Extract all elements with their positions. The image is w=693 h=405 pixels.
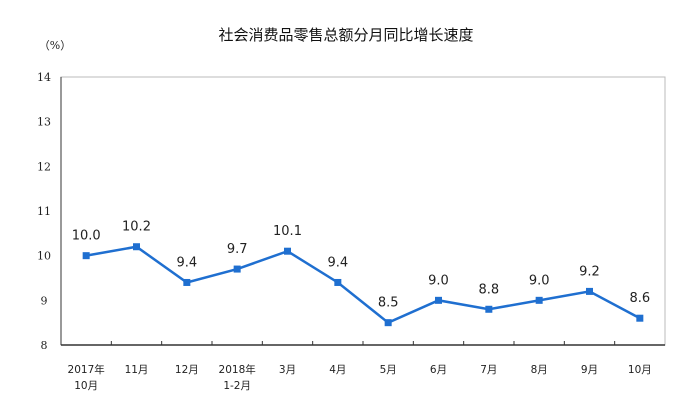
y-axis-unit: （%）: [39, 39, 71, 52]
data-label: 9.2: [579, 264, 600, 279]
data-label: 9.7: [227, 242, 248, 257]
x-tick-label: 7月: [480, 364, 497, 376]
data-label: 8.8: [478, 282, 499, 297]
y-tick-label: 12: [37, 160, 51, 173]
data-label: 10.0: [72, 229, 101, 244]
data-point: [535, 296, 543, 304]
data-label: 9.0: [529, 273, 550, 288]
data-label: 9.0: [428, 273, 449, 288]
x-tick-label: 12月: [175, 364, 199, 376]
data-label: 8.5: [378, 296, 399, 311]
x-tick-label: 4月: [329, 364, 346, 376]
x-tick-label: 1-2月: [223, 380, 251, 392]
x-tick-label: 11月: [125, 364, 149, 376]
chart-title: 社会消费品零售总额分月同比增长速度: [218, 26, 473, 44]
plot-area: [60, 76, 666, 346]
y-tick-label: 11: [37, 205, 51, 218]
data-point: [485, 305, 493, 313]
data-point: [233, 265, 241, 273]
data-label: 9.4: [176, 255, 197, 270]
x-tick-label: 10月: [628, 364, 652, 376]
y-tick-label: 13: [37, 116, 51, 129]
data-point: [82, 252, 90, 260]
x-tick-label: 2017年: [68, 363, 105, 376]
x-tick-label: 2018年: [219, 363, 256, 376]
data-point: [284, 247, 291, 255]
y-tick-label: 8: [41, 339, 48, 352]
x-tick-label: 6月: [430, 364, 447, 376]
x-tick-label: 9月: [581, 364, 598, 376]
data-point: [586, 287, 593, 295]
data-point: [384, 319, 392, 327]
x-tick-label: 8月: [531, 364, 548, 376]
data-point: [334, 278, 342, 286]
data-label: 9.4: [327, 255, 348, 270]
x-tick-label: 5月: [380, 364, 397, 376]
y-tick-label: 14: [37, 71, 51, 84]
x-tick-label: 10月: [74, 380, 98, 392]
x-tick-label: 3月: [279, 364, 296, 376]
data-label: 10.1: [273, 224, 302, 239]
data-point: [636, 314, 644, 322]
data-label: 8.6: [629, 291, 650, 306]
data-label: 10.2: [122, 220, 151, 235]
data-point: [133, 243, 140, 251]
y-tick-label: 10: [37, 250, 51, 263]
data-point: [183, 278, 191, 286]
series-line: [85, 245, 641, 325]
y-tick-label: 9: [41, 294, 48, 307]
data-point: [435, 296, 442, 304]
